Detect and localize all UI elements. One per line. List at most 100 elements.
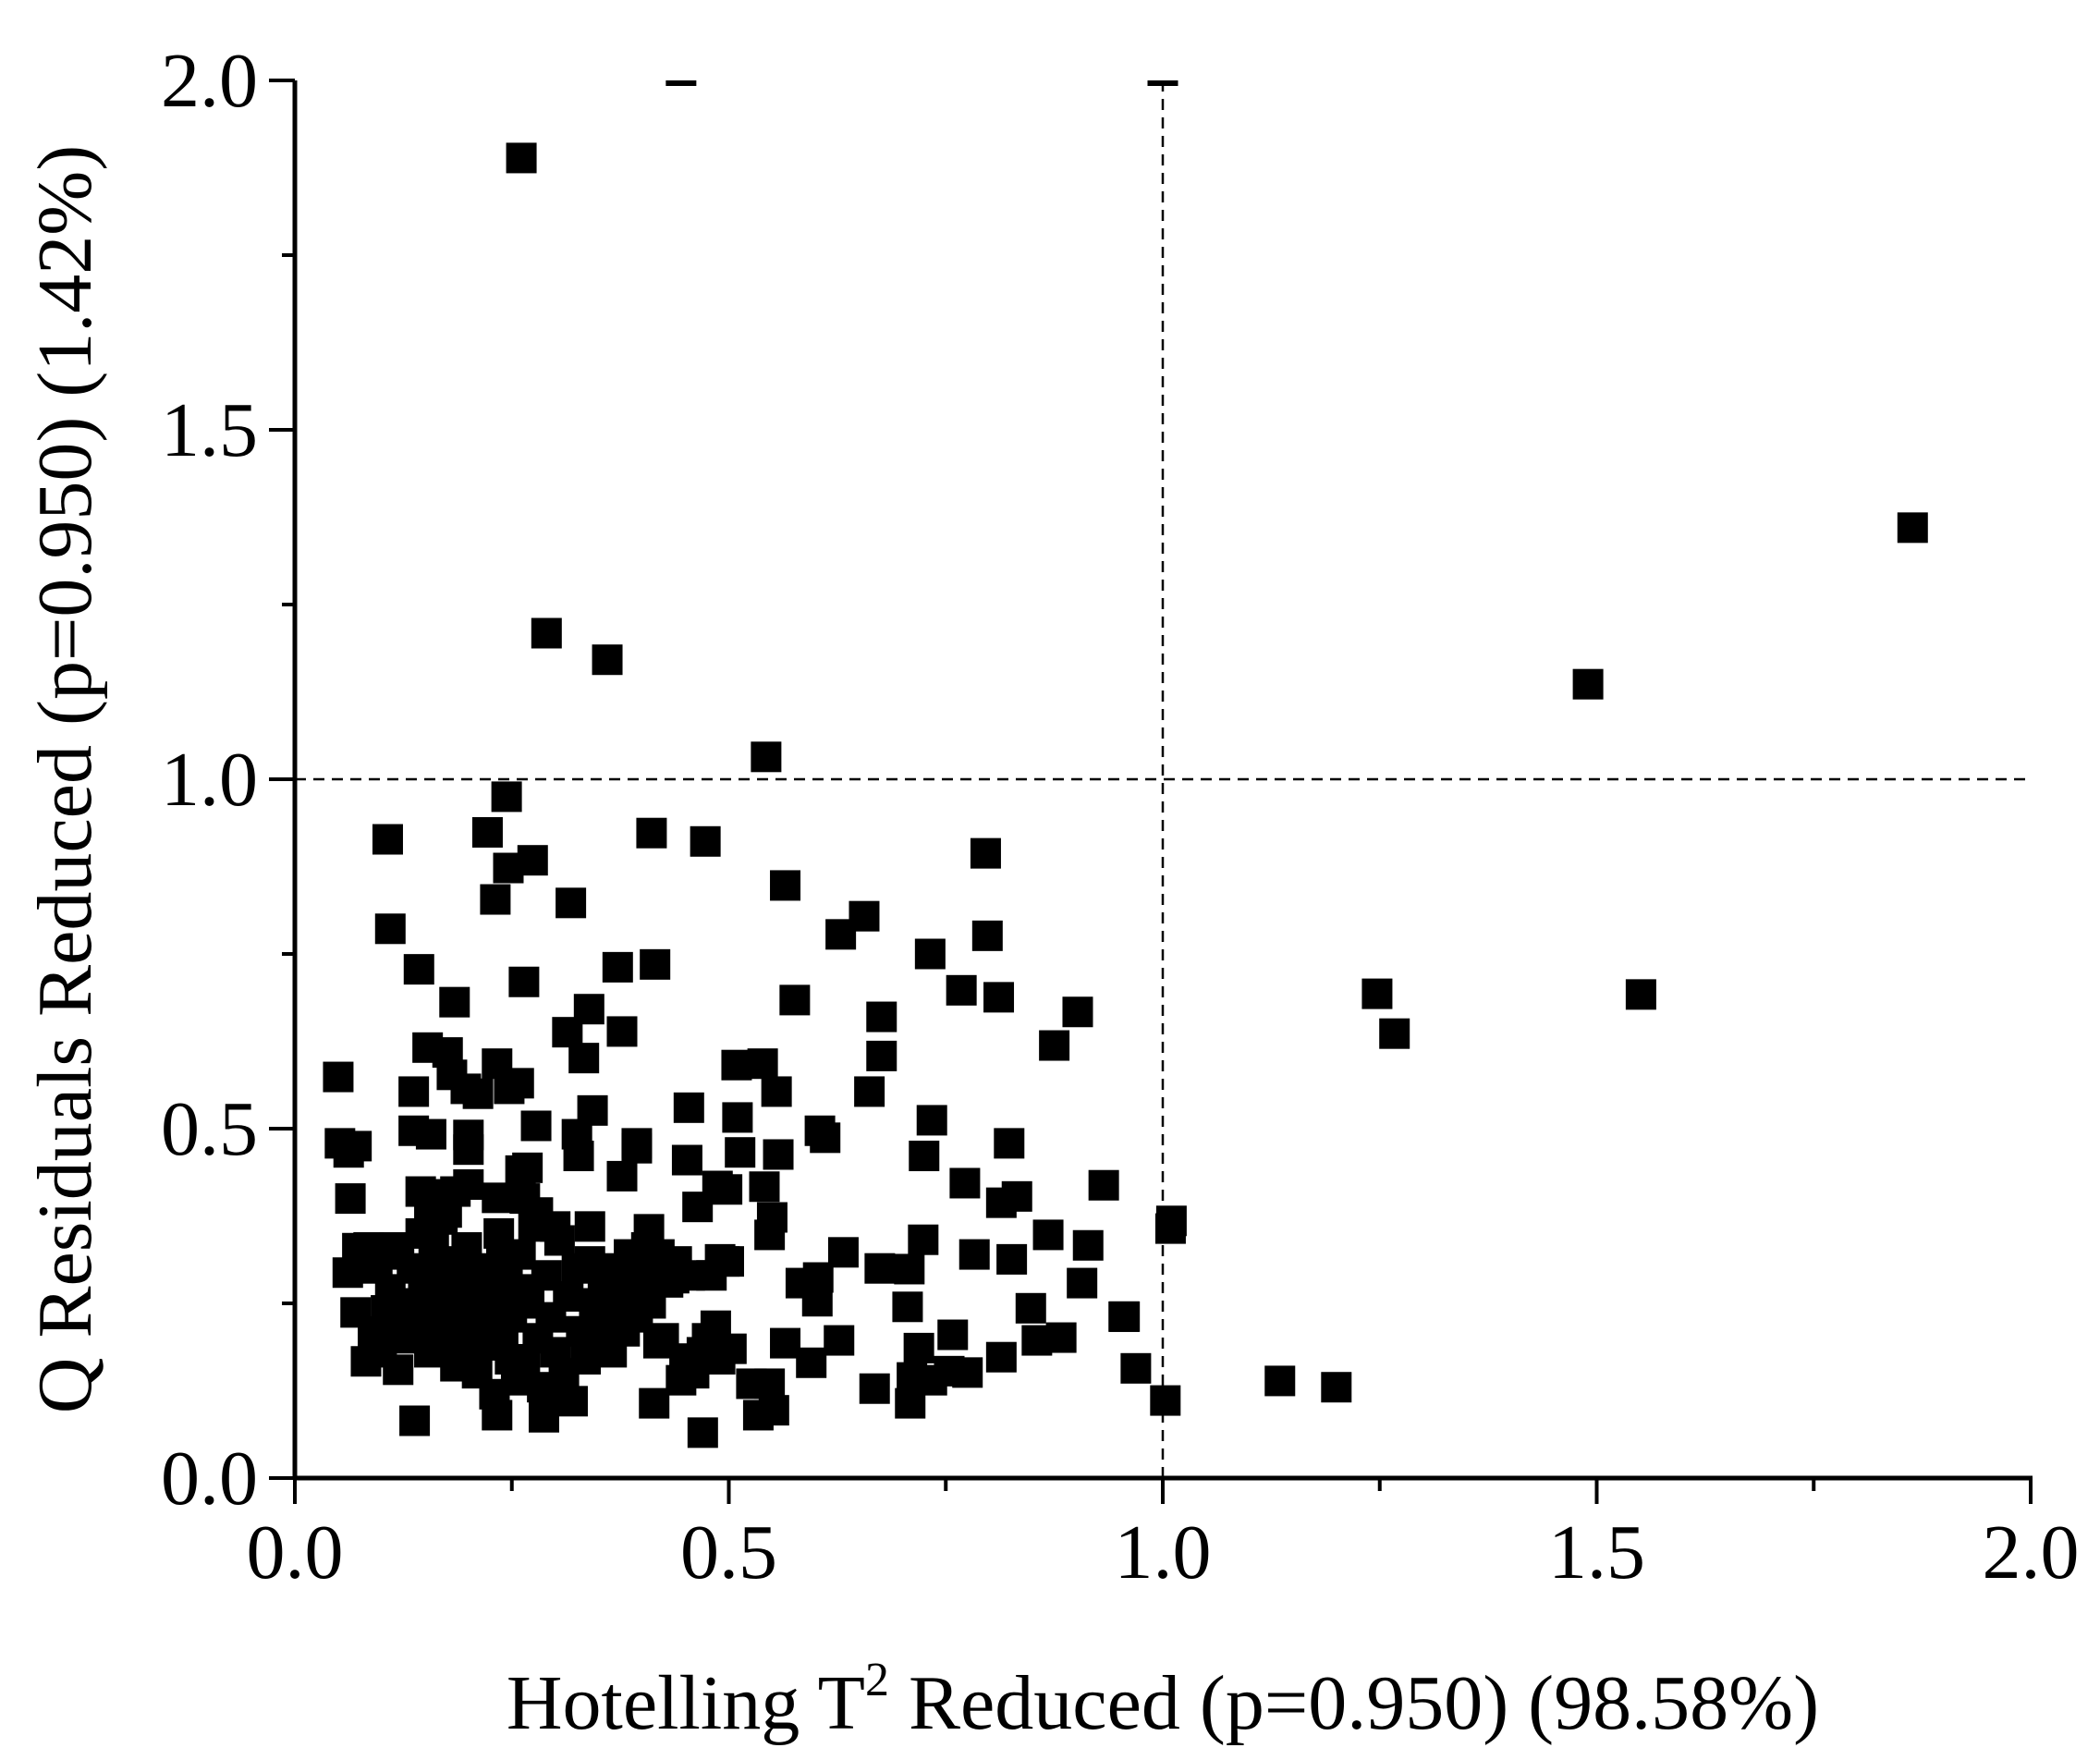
data-point bbox=[971, 920, 1003, 951]
data-point bbox=[779, 984, 811, 1016]
data-point bbox=[323, 1061, 354, 1093]
data-point bbox=[801, 1286, 833, 1317]
data-point bbox=[1001, 1180, 1032, 1212]
data-point bbox=[682, 1192, 714, 1223]
data-point bbox=[531, 617, 562, 649]
data-point bbox=[916, 1105, 947, 1136]
data-point bbox=[408, 1280, 439, 1312]
data-point bbox=[825, 919, 857, 950]
data-point bbox=[592, 644, 623, 676]
data-point bbox=[751, 741, 782, 773]
data-point bbox=[415, 1118, 446, 1150]
data-point bbox=[459, 1302, 491, 1333]
data-point bbox=[639, 1387, 670, 1419]
data-point bbox=[949, 1167, 981, 1199]
data-point bbox=[985, 1341, 1017, 1373]
data-point bbox=[503, 1274, 534, 1305]
data-point bbox=[505, 1155, 536, 1186]
data-point bbox=[1154, 1213, 1186, 1244]
data-point bbox=[405, 1217, 436, 1249]
x-tick-label: 0.0 bbox=[247, 1509, 344, 1595]
data-point bbox=[859, 1373, 890, 1404]
data-point bbox=[854, 1076, 885, 1107]
data-point bbox=[678, 1358, 710, 1389]
axis-ticks bbox=[269, 79, 2033, 1504]
data-point bbox=[494, 1073, 525, 1105]
data-point bbox=[937, 1319, 969, 1351]
data-point bbox=[606, 1016, 638, 1047]
data-point bbox=[556, 887, 587, 919]
y-tick-label: 1.0 bbox=[161, 737, 258, 823]
data-point bbox=[1072, 1229, 1104, 1261]
data-point bbox=[471, 816, 503, 848]
data-point bbox=[1625, 979, 1656, 1010]
data-point bbox=[1108, 1301, 1140, 1332]
data-point bbox=[892, 1291, 923, 1323]
data-point bbox=[397, 1253, 428, 1284]
data-point bbox=[1572, 668, 1604, 700]
data-point bbox=[749, 1171, 780, 1203]
data-point bbox=[606, 1160, 638, 1192]
data-point bbox=[1032, 1219, 1064, 1251]
data-point bbox=[563, 1140, 594, 1171]
data-point bbox=[335, 1183, 366, 1215]
data-point bbox=[761, 1076, 792, 1107]
data-point bbox=[725, 1137, 756, 1168]
data-point bbox=[671, 1144, 702, 1176]
data-point bbox=[909, 1140, 940, 1171]
data-point bbox=[453, 1134, 484, 1166]
data-point bbox=[754, 1219, 786, 1251]
data-point bbox=[453, 1168, 484, 1200]
data-point bbox=[602, 951, 633, 983]
y-tick-label: 0.0 bbox=[161, 1436, 258, 1522]
x-tick-label: 1.0 bbox=[1115, 1509, 1212, 1595]
data-point bbox=[462, 1078, 494, 1109]
data-point bbox=[758, 1395, 789, 1426]
data-point bbox=[482, 1182, 513, 1214]
data-point bbox=[552, 1017, 583, 1048]
data-point bbox=[528, 1401, 559, 1433]
data-point bbox=[1067, 1267, 1098, 1299]
data-point bbox=[636, 817, 667, 849]
data-point bbox=[574, 1211, 605, 1242]
tick-labels: 0.0 0.5 1.0 1.5 2.0 0.0 0.5 1.0 1.5 2.0 bbox=[161, 38, 2080, 1595]
data-point bbox=[508, 966, 540, 997]
data-point bbox=[399, 1405, 431, 1436]
data-point bbox=[333, 1137, 364, 1168]
data-point bbox=[908, 1224, 939, 1255]
data-point bbox=[704, 1343, 736, 1375]
data-point bbox=[796, 1347, 827, 1378]
data-point bbox=[425, 1253, 457, 1284]
x-axis-title-rest: Reduced (p=0.950) (98.58%) bbox=[889, 1660, 1819, 1746]
data-points bbox=[323, 80, 1928, 1448]
data-point bbox=[864, 1253, 896, 1284]
data-point bbox=[897, 1362, 928, 1393]
data-point bbox=[770, 1327, 801, 1359]
data-point bbox=[640, 948, 671, 980]
y-tick-label: 2.0 bbox=[161, 38, 258, 124]
data-point bbox=[405, 1176, 436, 1207]
data-point bbox=[763, 1139, 794, 1170]
data-point bbox=[451, 1232, 482, 1264]
x-tick-label: 1.5 bbox=[1548, 1509, 1645, 1595]
data-point bbox=[540, 1211, 571, 1242]
data-point bbox=[958, 1239, 990, 1270]
data-point bbox=[1264, 1365, 1296, 1397]
data-point bbox=[690, 825, 721, 857]
data-point bbox=[431, 1197, 462, 1228]
clipped-data-point bbox=[1147, 80, 1178, 86]
data-point bbox=[721, 1049, 752, 1081]
data-point bbox=[994, 1128, 1025, 1159]
data-point bbox=[372, 824, 403, 855]
data-point bbox=[1015, 1292, 1046, 1324]
data-point bbox=[556, 1386, 588, 1417]
data-point bbox=[439, 986, 470, 1018]
data-point bbox=[894, 1253, 925, 1285]
data-point bbox=[1039, 1030, 1070, 1061]
x-axis-title: Hotelling T2 Reduced (p=0.950) (98.58%) bbox=[507, 1654, 1819, 1746]
data-point bbox=[1321, 1372, 1352, 1403]
data-point bbox=[491, 781, 522, 813]
data-point bbox=[1088, 1169, 1119, 1201]
data-point bbox=[946, 974, 977, 1006]
